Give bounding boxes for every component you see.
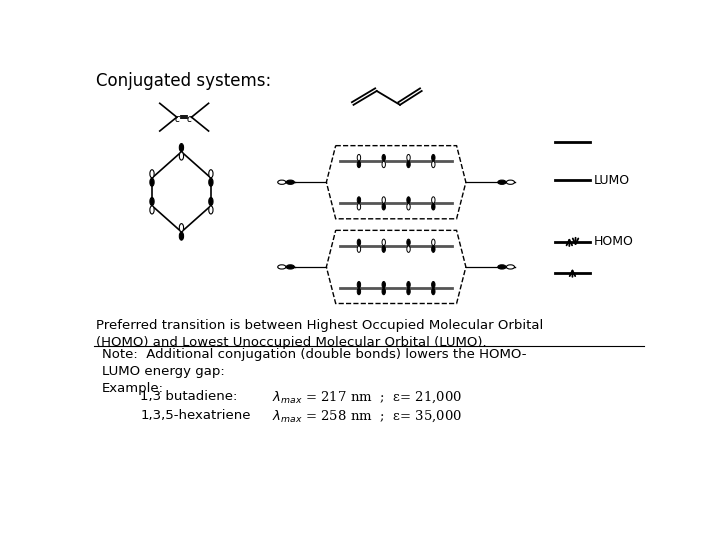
Ellipse shape [209,170,213,178]
Ellipse shape [357,288,361,295]
Ellipse shape [382,204,385,210]
Ellipse shape [407,281,410,288]
Text: c: c [186,114,192,124]
Text: 1,3,5-hexatriene: 1,3,5-hexatriene [140,409,251,422]
Ellipse shape [287,180,294,184]
Ellipse shape [407,246,410,252]
Text: c: c [174,114,179,124]
Ellipse shape [407,161,410,168]
Text: Note:  Additional conjugation (double bonds) lowers the HOMO-
LUMO energy gap:
E: Note: Additional conjugation (double bon… [102,348,526,395]
Ellipse shape [278,180,286,184]
Ellipse shape [209,198,213,206]
Ellipse shape [179,232,184,240]
Ellipse shape [179,152,184,160]
Ellipse shape [382,288,385,295]
Ellipse shape [357,197,361,203]
Ellipse shape [150,206,154,214]
Ellipse shape [357,154,361,161]
Text: Preferred transition is between Highest Occupied Molecular Orbital
(HOMO) and Lo: Preferred transition is between Highest … [96,319,544,349]
Ellipse shape [357,161,361,168]
Text: HOMO: HOMO [594,235,634,248]
Ellipse shape [431,246,435,252]
Ellipse shape [150,170,154,178]
Ellipse shape [382,246,385,252]
Ellipse shape [506,265,515,269]
Ellipse shape [209,178,213,186]
Ellipse shape [382,161,385,168]
Ellipse shape [431,288,435,295]
Ellipse shape [407,204,410,210]
Ellipse shape [382,239,385,246]
Ellipse shape [431,161,435,168]
Ellipse shape [357,246,361,252]
Text: 1,3 butadiene:: 1,3 butadiene: [140,390,238,403]
Ellipse shape [278,265,286,269]
Ellipse shape [150,198,154,206]
Ellipse shape [431,197,435,203]
Ellipse shape [431,204,435,210]
Ellipse shape [179,224,184,232]
Ellipse shape [287,265,294,269]
Ellipse shape [179,144,184,152]
Ellipse shape [357,239,361,246]
Ellipse shape [382,197,385,203]
Ellipse shape [407,154,410,161]
Ellipse shape [209,206,213,214]
Text: $\lambda_{max}$ = 258 nm  ;  ε= 35,000: $\lambda_{max}$ = 258 nm ; ε= 35,000 [272,409,462,424]
Ellipse shape [382,154,385,161]
Ellipse shape [431,239,435,246]
Ellipse shape [506,180,515,184]
Ellipse shape [382,281,385,288]
Text: LUMO: LUMO [594,174,630,187]
Text: Conjugated systems:: Conjugated systems: [96,72,271,91]
Ellipse shape [357,204,361,210]
Text: $\lambda_{max}$ = 217 nm  ;  ε= 21,000: $\lambda_{max}$ = 217 nm ; ε= 21,000 [272,390,462,405]
Ellipse shape [498,180,506,184]
Ellipse shape [407,288,410,295]
Ellipse shape [407,197,410,203]
Ellipse shape [431,154,435,161]
Ellipse shape [431,281,435,288]
Ellipse shape [357,281,361,288]
Ellipse shape [407,239,410,246]
Ellipse shape [150,178,154,186]
Ellipse shape [498,265,506,269]
